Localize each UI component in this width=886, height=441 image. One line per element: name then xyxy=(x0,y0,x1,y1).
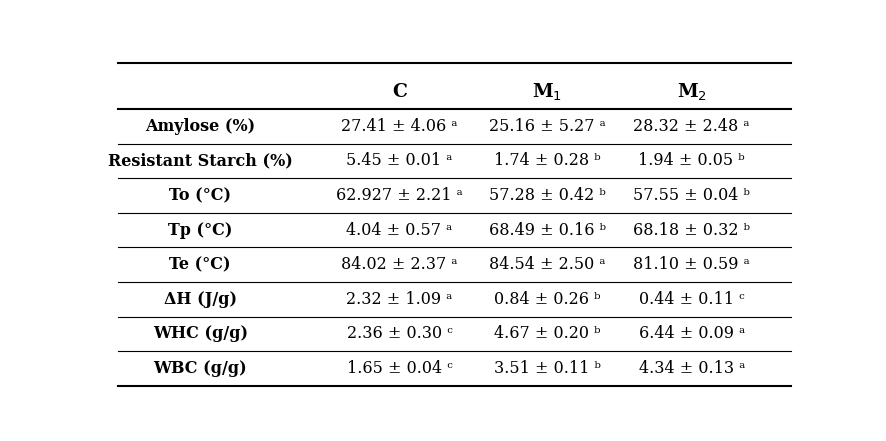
Text: Tp (°C): Tp (°C) xyxy=(167,221,232,239)
Text: M$_2$: M$_2$ xyxy=(676,81,706,103)
Text: M$_1$: M$_1$ xyxy=(532,81,562,103)
Text: 81.10 ± 0.59 ᵃ: 81.10 ± 0.59 ᵃ xyxy=(633,256,750,273)
Text: 1.65 ± 0.04 ᶜ: 1.65 ± 0.04 ᶜ xyxy=(346,360,452,377)
Text: Amylose (%): Amylose (%) xyxy=(145,118,255,135)
Text: 1.74 ± 0.28 ᵇ: 1.74 ± 0.28 ᵇ xyxy=(494,152,600,169)
Text: 5.45 ± 0.01 ᵃ: 5.45 ± 0.01 ᵃ xyxy=(346,152,452,169)
Text: 0.84 ± 0.26 ᵇ: 0.84 ± 0.26 ᵇ xyxy=(494,291,600,308)
Text: 68.49 ± 0.16 ᵇ: 68.49 ± 0.16 ᵇ xyxy=(488,221,605,239)
Text: 1.94 ± 0.05 ᵇ: 1.94 ± 0.05 ᵇ xyxy=(638,152,744,169)
Text: 6.44 ± 0.09 ᵃ: 6.44 ± 0.09 ᵃ xyxy=(638,325,744,342)
Text: WHC (g/g): WHC (g/g) xyxy=(152,325,247,342)
Text: 4.04 ± 0.57 ᵃ: 4.04 ± 0.57 ᵃ xyxy=(346,221,452,239)
Text: 62.927 ± 2.21 ᵃ: 62.927 ± 2.21 ᵃ xyxy=(336,187,462,204)
Text: C: C xyxy=(392,83,407,101)
Text: To (°C): To (°C) xyxy=(169,187,231,204)
Text: 68.18 ± 0.32 ᵇ: 68.18 ± 0.32 ᵇ xyxy=(633,221,750,239)
Text: ΔH (J/g): ΔH (J/g) xyxy=(164,291,237,308)
Text: 84.54 ± 2.50 ᵃ: 84.54 ± 2.50 ᵃ xyxy=(488,256,605,273)
Text: 27.41 ± 4.06 ᵃ: 27.41 ± 4.06 ᵃ xyxy=(341,118,457,135)
Text: 0.44 ± 0.11 ᶜ: 0.44 ± 0.11 ᶜ xyxy=(638,291,743,308)
Text: Resistant Starch (%): Resistant Starch (%) xyxy=(108,152,292,169)
Text: 4.67 ± 0.20 ᵇ: 4.67 ± 0.20 ᵇ xyxy=(494,325,600,342)
Text: 3.51 ± 0.11 ᵇ: 3.51 ± 0.11 ᵇ xyxy=(494,360,600,377)
Text: 84.02 ± 2.37 ᵃ: 84.02 ± 2.37 ᵃ xyxy=(341,256,457,273)
Text: 25.16 ± 5.27 ᵃ: 25.16 ± 5.27 ᵃ xyxy=(488,118,605,135)
Text: 28.32 ± 2.48 ᵃ: 28.32 ± 2.48 ᵃ xyxy=(633,118,750,135)
Text: 57.55 ± 0.04 ᵇ: 57.55 ± 0.04 ᵇ xyxy=(633,187,750,204)
Text: Te (°C): Te (°C) xyxy=(169,256,230,273)
Text: 57.28 ± 0.42 ᵇ: 57.28 ± 0.42 ᵇ xyxy=(488,187,605,204)
Text: 2.32 ± 1.09 ᵃ: 2.32 ± 1.09 ᵃ xyxy=(346,291,452,308)
Text: 2.36 ± 0.30 ᶜ: 2.36 ± 0.30 ᶜ xyxy=(346,325,452,342)
Text: 4.34 ± 0.13 ᵃ: 4.34 ± 0.13 ᵃ xyxy=(638,360,744,377)
Text: WBC (g/g): WBC (g/g) xyxy=(153,360,247,377)
